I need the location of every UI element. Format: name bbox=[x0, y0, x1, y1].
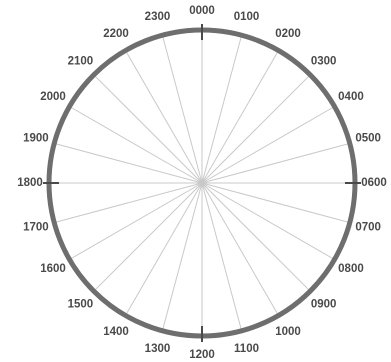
hour-label-1800: 1800 bbox=[17, 177, 43, 189]
hour-label-2200: 2200 bbox=[103, 28, 129, 40]
spoke-0300 bbox=[201, 74, 311, 184]
spoke-1600 bbox=[69, 182, 203, 260]
hour-label-0800: 0800 bbox=[338, 263, 364, 275]
spokes-group bbox=[49, 30, 355, 336]
hour-label-1900: 1900 bbox=[23, 132, 49, 144]
hour-labels-group: 0000 0100 0200 0300 0400 0500 0600 0700 0800 0900… bbox=[17, 5, 387, 361]
spoke-0800 bbox=[201, 182, 335, 260]
spoke-0700 bbox=[201, 182, 350, 224]
spoke-1500 bbox=[93, 182, 203, 292]
spoke-0900 bbox=[201, 182, 311, 292]
hour-label-2100: 2100 bbox=[68, 55, 94, 67]
spoke-2200 bbox=[125, 50, 203, 184]
hour-label-2300: 2300 bbox=[145, 11, 171, 23]
spoke-0200 bbox=[201, 50, 279, 184]
hour-label-1500: 1500 bbox=[68, 299, 94, 311]
hour-label-0000: 0000 bbox=[189, 5, 215, 17]
hour-label-1200: 1200 bbox=[189, 349, 215, 361]
spoke-2300 bbox=[161, 35, 203, 184]
spoke-0100 bbox=[201, 35, 243, 184]
hour-label-0500: 0500 bbox=[355, 132, 381, 144]
spoke-2100 bbox=[93, 74, 203, 184]
hour-label-0200: 0200 bbox=[275, 28, 301, 40]
hour-label-1400: 1400 bbox=[103, 326, 129, 338]
hour-label-0400: 0400 bbox=[338, 91, 364, 103]
hour-label-0700: 0700 bbox=[355, 222, 381, 234]
hour-label-2000: 2000 bbox=[40, 91, 66, 103]
spoke-1300 bbox=[161, 182, 203, 331]
hour-label-1300: 1300 bbox=[145, 343, 171, 355]
spoke-1400 bbox=[125, 182, 203, 316]
spoke-1900 bbox=[54, 142, 203, 184]
spoke-0400 bbox=[201, 106, 335, 184]
hour-label-1600: 1600 bbox=[40, 263, 66, 275]
hour-label-0300: 0300 bbox=[311, 55, 337, 67]
spoke-1100 bbox=[201, 182, 243, 331]
hour-label-0600: 0600 bbox=[361, 177, 387, 189]
spoke-0500 bbox=[201, 142, 350, 184]
hour-label-0100: 0100 bbox=[234, 11, 260, 23]
hour-label-1100: 1100 bbox=[234, 343, 259, 355]
spoke-2000 bbox=[69, 106, 203, 184]
spoke-1000 bbox=[201, 182, 279, 316]
hour-label-1700: 1700 bbox=[23, 222, 49, 234]
hour-label-0900: 0900 bbox=[311, 299, 337, 311]
hour-label-1000: 1000 bbox=[275, 326, 301, 338]
spoke-1700 bbox=[54, 182, 203, 224]
major-ticks-group bbox=[43, 24, 361, 342]
